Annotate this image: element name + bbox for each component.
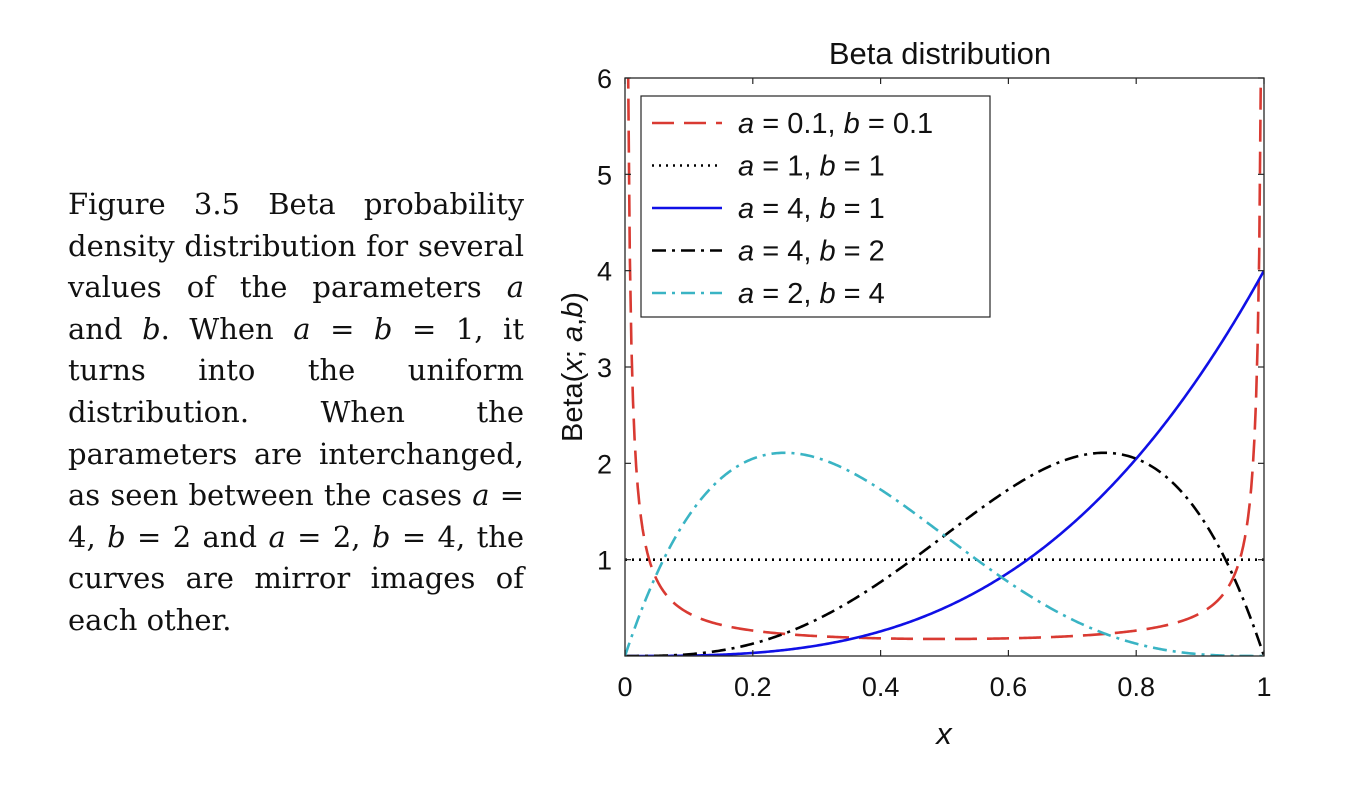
chart-title: Beta distribution <box>829 36 1051 71</box>
caption-case1-b: b <box>107 519 126 554</box>
figure-caption: Figure 3.5 Beta probability density dist… <box>68 187 525 637</box>
legend-label-2: a = 4, b = 1 <box>738 193 885 225</box>
y-tick-label: 2 <box>597 449 612 479</box>
legend-label-1: a = 1, b = 1 <box>738 151 885 183</box>
series-line-4 <box>625 451 1264 656</box>
y-tick-label: 4 <box>597 257 612 287</box>
legend-label-3: a = 4, b = 2 <box>738 236 885 268</box>
caption-and: and <box>68 311 123 346</box>
caption-case1-aval: = 4, <box>68 478 525 554</box>
caption-case2-aval: = 2, <box>297 519 361 554</box>
caption-text-3: = 1, it turns into the uniform distribut… <box>68 311 524 513</box>
caption-var-b: b <box>142 311 161 346</box>
series-line-0 <box>626 78 1263 641</box>
caption-case1-bval: = 2 and <box>137 519 258 554</box>
y-tick-label: 5 <box>597 160 612 190</box>
caption-case1-a: a <box>472 478 490 513</box>
caption-eq-b: b <box>373 311 393 346</box>
caption-text-1: Beta probability density distribution fo… <box>68 187 524 305</box>
legend-label-4: a = 2, b = 4 <box>738 278 885 310</box>
caption-eq-a: a <box>293 311 311 346</box>
x-axis-ticks: 0 0.2 0.4 0.6 0.8 1 <box>617 78 1272 702</box>
x-axis-label: x <box>934 716 953 751</box>
caption-case2-b: b <box>371 519 391 554</box>
caption-text-2: . When <box>160 311 274 346</box>
caption-var-a: a <box>506 270 524 305</box>
x-tick-label: 0.4 <box>862 672 900 702</box>
x-tick-label: 0.8 <box>1117 672 1155 702</box>
legend-box <box>640 95 991 318</box>
y-tick-label: 1 <box>597 546 612 576</box>
x-tick-label: 1 <box>1256 672 1271 702</box>
caption-case2-a: a <box>268 519 286 554</box>
y-axis-ticks: 1 2 3 4 5 6 <box>597 64 1264 576</box>
y-axis-label: Beta(x; a,b) <box>557 292 589 442</box>
caption-case2-bval: = 4, the curves are mirror images of eac… <box>68 519 525 637</box>
x-tick-label: 0.2 <box>734 672 772 702</box>
caption-figure-label: Figure 3.5 <box>68 187 240 221</box>
x-tick-label: 0 <box>617 672 632 702</box>
curves-group <box>625 78 1264 656</box>
y-tick-label: 3 <box>597 353 612 383</box>
legend: a = 0.1, b = 0.1 a = 1, b = 1 a = 4, b = 1… <box>652 108 933 310</box>
series-line-2 <box>625 270 1264 656</box>
x-tick-label: 0.6 <box>990 672 1028 702</box>
y-tick-label: 6 <box>597 64 612 94</box>
legend-label-0: a = 0.1, b = 0.1 <box>738 108 933 140</box>
